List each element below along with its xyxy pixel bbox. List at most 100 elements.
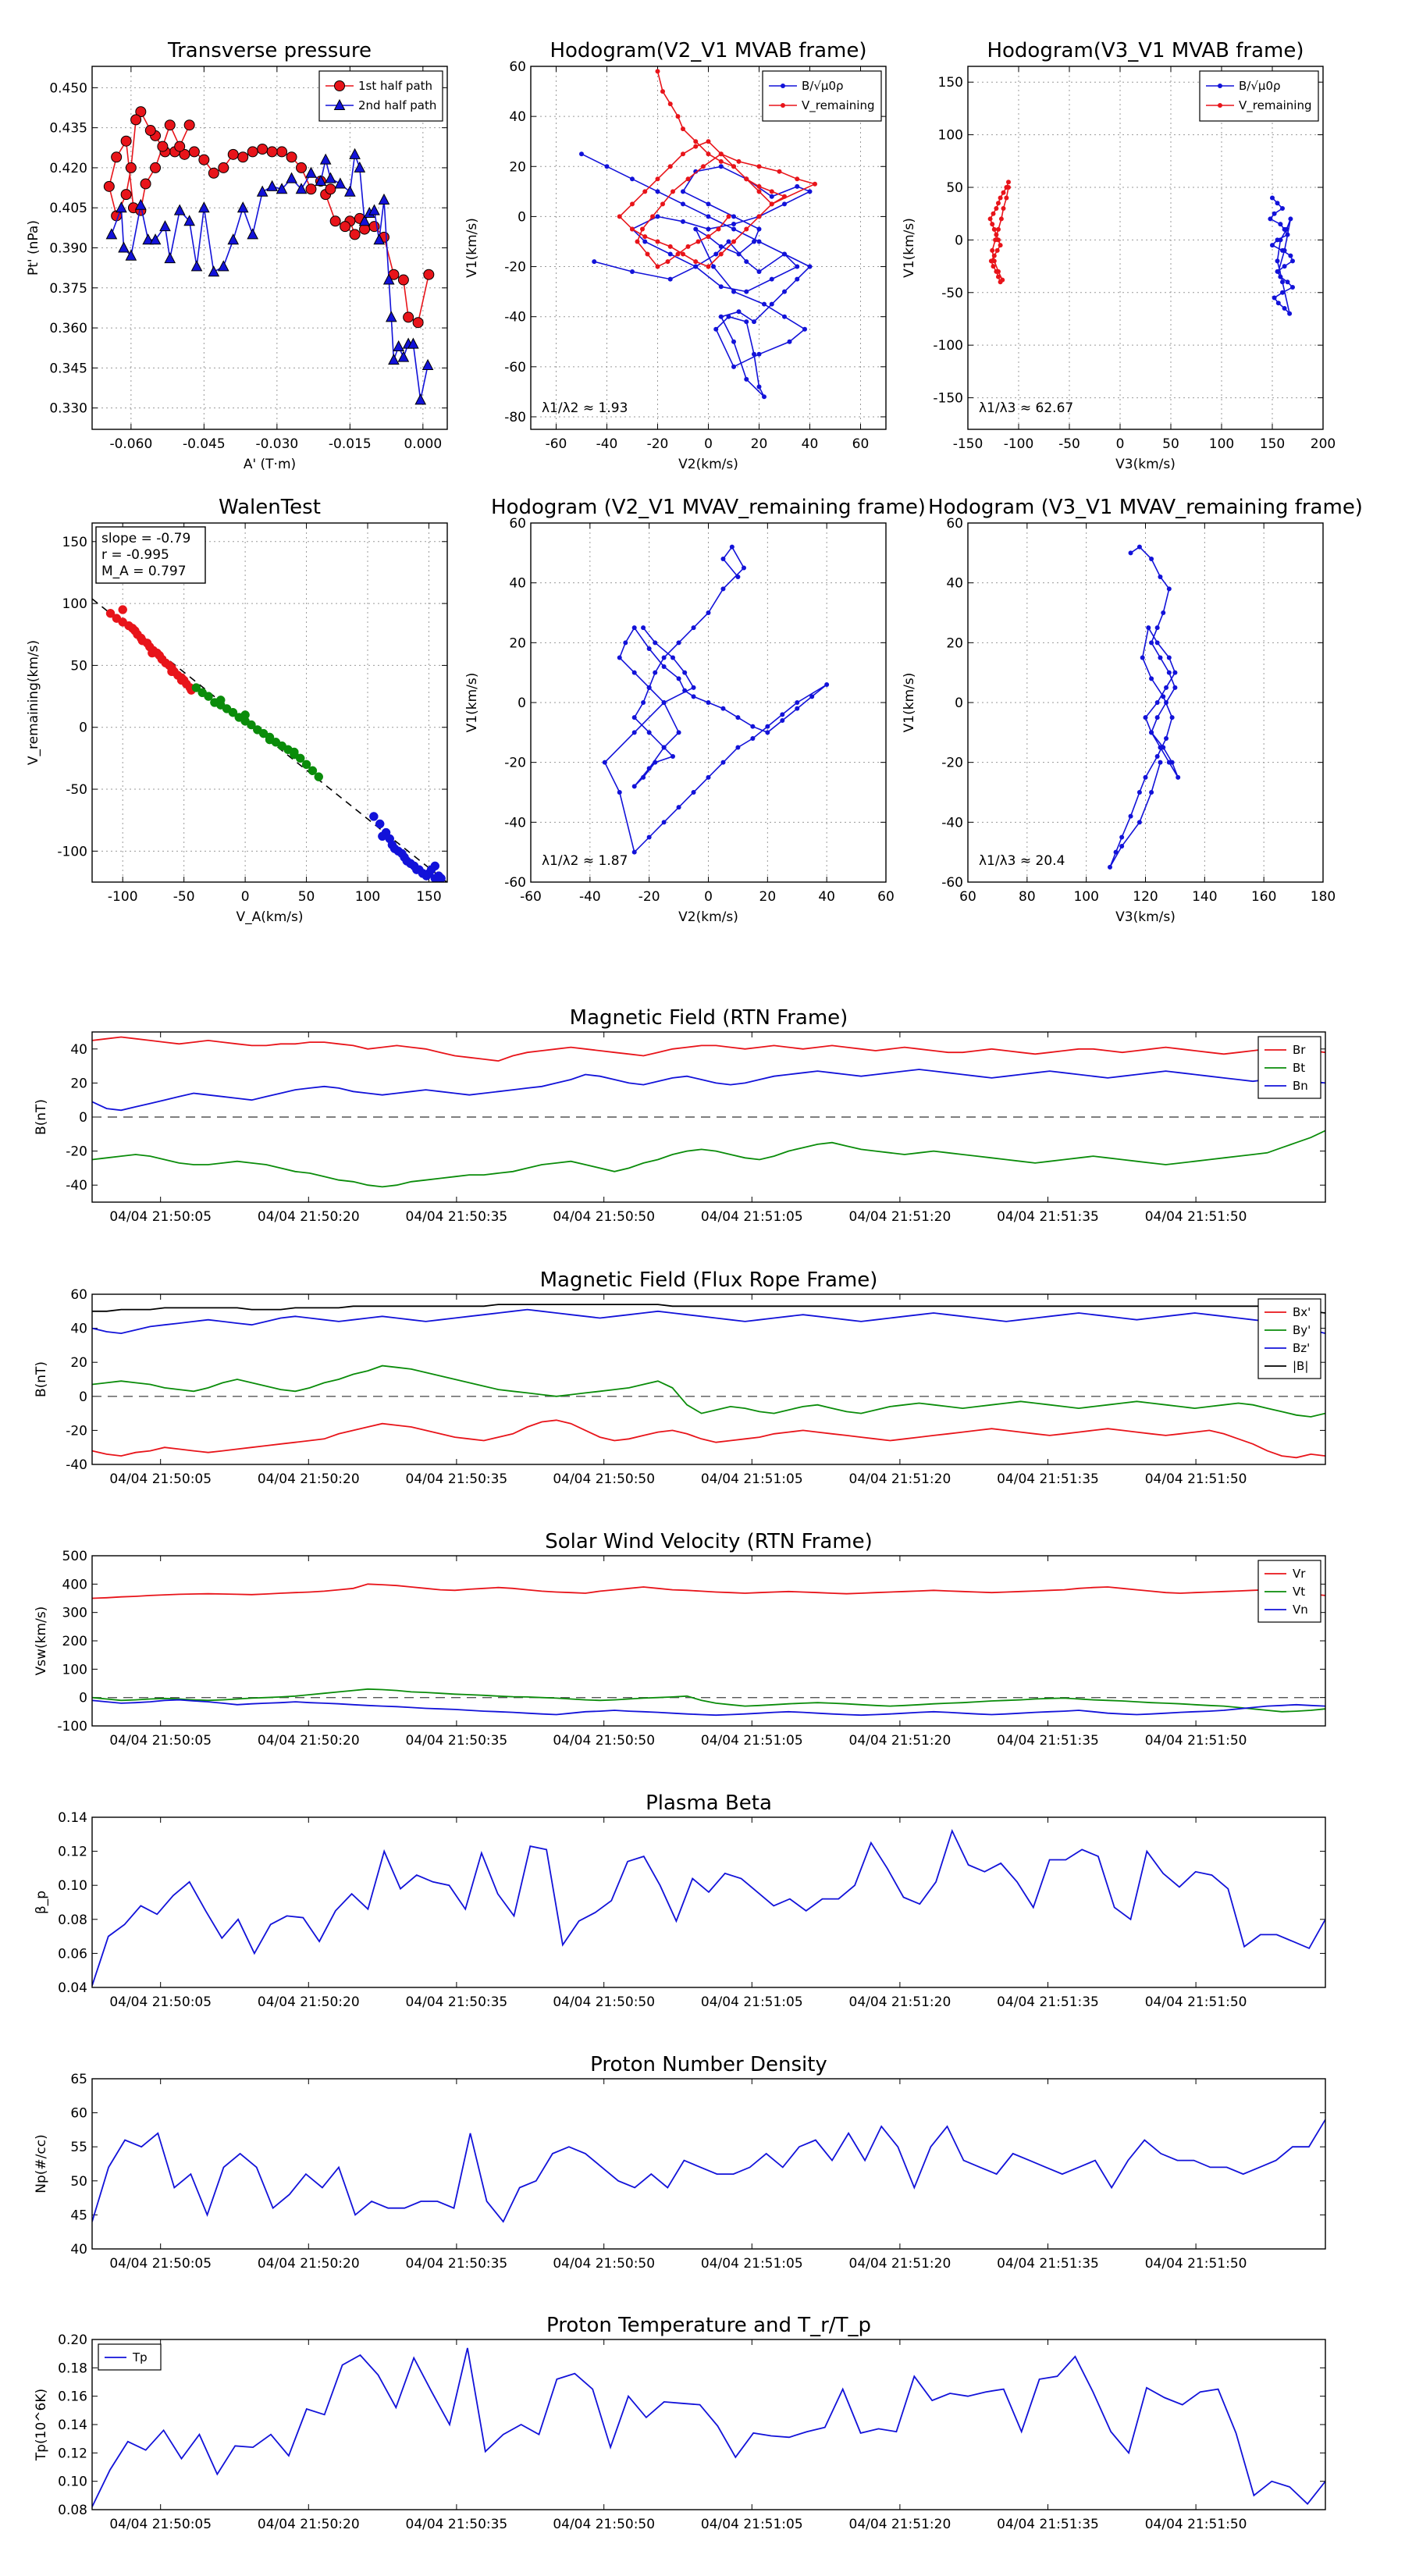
legend-label: Vt	[1293, 1585, 1305, 1599]
x-tick-label: 20	[751, 436, 768, 452]
data-point	[769, 194, 774, 199]
data-point	[159, 220, 171, 232]
data-point	[1268, 216, 1273, 222]
data-point	[731, 226, 736, 232]
data-point	[286, 151, 297, 163]
x-tick-label: 0	[704, 889, 713, 905]
data-point	[736, 158, 742, 164]
data-point	[414, 393, 427, 405]
y-tick-label: 40	[509, 576, 526, 592]
data-point	[994, 205, 999, 211]
data-point	[407, 337, 419, 349]
y-tick-label: 20	[946, 635, 963, 651]
y-tick-label: -100	[57, 844, 87, 859]
time-tick-label: 04/04 21:51:50	[1145, 2256, 1247, 2272]
time-tick-label: 04/04 21:50:35	[406, 2256, 508, 2272]
data-point	[802, 326, 807, 332]
data-point	[996, 269, 1001, 274]
legend-label: Tp	[132, 2350, 148, 2364]
time-tick-label: 04/04 21:50:20	[258, 1733, 360, 1749]
data-point	[706, 610, 711, 615]
data-point	[1158, 760, 1163, 765]
data-point	[706, 774, 711, 780]
series-line-Vn	[92, 1699, 1325, 1717]
x-tick-label: -40	[579, 889, 601, 905]
x-tick-label: 80	[1019, 889, 1036, 905]
data-point	[198, 154, 210, 165]
data-point	[676, 640, 681, 646]
data-point	[631, 625, 637, 631]
data-point	[750, 736, 756, 741]
plot-area	[987, 180, 1295, 316]
data-point-blue	[430, 873, 440, 882]
data-point	[1287, 311, 1293, 316]
series-line-Bn	[92, 1069, 1325, 1112]
data-point	[125, 249, 137, 261]
data-point	[217, 260, 229, 272]
data-point	[1164, 700, 1169, 705]
data-point	[744, 226, 749, 232]
time-tick-label: 04/04 21:51:35	[997, 2517, 1099, 2532]
y-tick-label: -20	[504, 756, 526, 771]
data-point	[661, 820, 667, 825]
data-point	[623, 640, 628, 646]
data-point	[782, 194, 787, 199]
data-point	[642, 234, 648, 240]
y-tick-label: -40	[941, 815, 963, 831]
plot-area	[92, 2119, 1325, 2223]
data-point-green	[265, 735, 275, 745]
data-point	[706, 151, 711, 157]
series-line-1	[111, 154, 429, 400]
time-tick-label: 04/04 21:50:50	[553, 1471, 655, 1487]
x-tick-label: 40	[818, 889, 835, 905]
data-point	[765, 724, 770, 729]
y-tick-label: 0.330	[49, 401, 87, 417]
data-point-green	[295, 753, 305, 763]
data-point	[655, 239, 660, 244]
series-line-|B|	[92, 1304, 1325, 1314]
data-point	[667, 244, 673, 249]
y-tick-label: 0	[518, 696, 526, 711]
data-point	[752, 239, 756, 244]
data-point-blue	[378, 831, 387, 841]
data-point	[987, 216, 993, 222]
data-point	[681, 201, 685, 207]
data-point	[1108, 864, 1112, 870]
data-point	[762, 301, 767, 307]
y-tick-label: 100	[62, 1662, 87, 1678]
time-tick-label: 04/04 21:51:50	[1145, 1994, 1247, 2010]
x-axis-label: A' (T·m)	[244, 457, 296, 472]
series-line-0	[108, 110, 430, 324]
x-tick-label: 100	[1209, 436, 1234, 452]
time-tick-label: 04/04 21:51:20	[849, 1471, 951, 1487]
data-point	[388, 354, 400, 365]
data-point	[756, 183, 762, 189]
x-tick-label: 0.000	[404, 436, 442, 452]
data-point	[617, 655, 622, 660]
data-point	[691, 625, 696, 631]
x-tick-label: 0	[241, 889, 250, 905]
data-point	[735, 575, 741, 579]
data-point	[305, 166, 317, 178]
plot-area	[92, 1583, 1325, 1717]
y-tick-label: 0	[955, 233, 963, 248]
data-point	[676, 805, 681, 810]
data-point	[1290, 285, 1295, 290]
data-point	[661, 745, 667, 750]
series-line-0	[1109, 546, 1179, 868]
data-point	[685, 244, 691, 249]
data-point-green	[191, 683, 201, 692]
data-point-blue	[375, 819, 385, 829]
data-point	[295, 183, 308, 194]
data-point	[711, 264, 716, 269]
data-point	[744, 289, 749, 294]
data-point	[682, 688, 688, 693]
data-point	[718, 251, 724, 257]
data-point	[118, 241, 130, 253]
y-tick-label: 0	[79, 720, 87, 736]
series-line-Bz'	[92, 1308, 1325, 1335]
data-point	[667, 251, 673, 257]
data-point	[198, 201, 210, 213]
data-point	[227, 233, 240, 245]
data-point	[286, 172, 297, 183]
